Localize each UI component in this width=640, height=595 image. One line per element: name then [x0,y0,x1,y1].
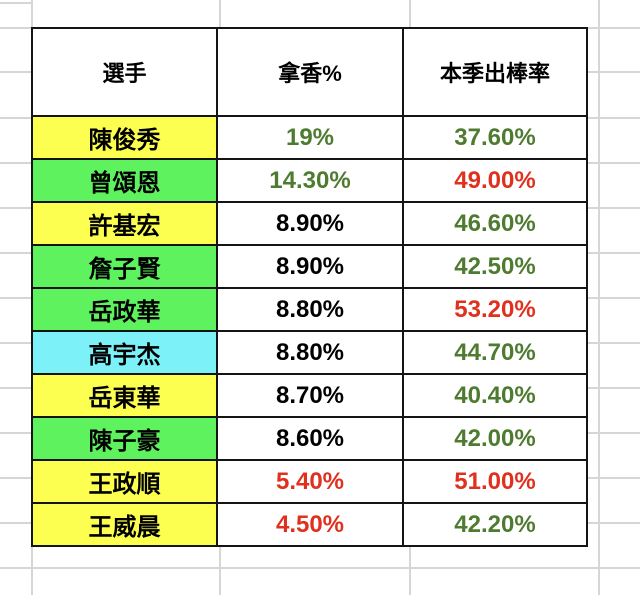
player-cell[interactable]: 王威晨 [31,502,218,547]
incense-value-cell[interactable]: 8.90% [216,244,404,289]
table-row: 曾頌恩 14.30% 49.00% [31,158,588,203]
swing-rate-cell[interactable]: 42.00% [402,416,588,461]
table-row: 王威晨 4.50% 42.20% [31,502,588,547]
player-stats-table: 選手 拿香% 本季出棒率 陳俊秀 19% 37.60% 曾頌恩 14.30% 49.00%… [31,27,588,547]
incense-value-cell[interactable]: 4.50% [216,502,404,547]
player-cell[interactable]: 曾頌恩 [31,158,218,203]
incense-value-cell[interactable]: 19% [216,115,404,160]
table-row: 許基宏 8.90% 46.60% [31,201,588,246]
incense-value-cell[interactable]: 8.80% [216,330,404,375]
player-cell[interactable]: 岳東華 [31,373,218,418]
player-cell[interactable]: 高宇杰 [31,330,218,375]
player-cell[interactable]: 陳子豪 [31,416,218,461]
grid-hline [0,567,640,569]
table-row: 高宇杰 8.80% 44.70% [31,330,588,375]
swing-rate-cell[interactable]: 51.00% [402,459,588,504]
swing-rate-cell[interactable]: 49.00% [402,158,588,203]
swing-rate-cell[interactable]: 40.40% [402,373,588,418]
incense-value-cell[interactable]: 8.70% [216,373,404,418]
player-cell[interactable]: 岳政華 [31,287,218,332]
swing-rate-cell[interactable]: 44.70% [402,330,588,375]
player-cell[interactable]: 陳俊秀 [31,115,218,160]
swing-rate-cell[interactable]: 53.20% [402,287,588,332]
table-row: 陳子豪 8.60% 42.00% [31,416,588,461]
header-cell-player[interactable]: 選手 [31,27,218,117]
header-cell-incense[interactable]: 拿香% [216,27,404,117]
incense-value-cell[interactable]: 5.40% [216,459,404,504]
incense-value-cell[interactable]: 8.80% [216,287,404,332]
incense-value-cell[interactable]: 8.60% [216,416,404,461]
table-row: 岳東華 8.70% 40.40% [31,373,588,418]
table-body: 陳俊秀 19% 37.60% 曾頌恩 14.30% 49.00% 許基宏 8.90% 46.60… [31,115,588,547]
incense-value-cell[interactable]: 14.30% [216,158,404,203]
table-row: 岳政華 8.80% 53.20% [31,287,588,332]
table-row: 詹子賢 8.90% 42.50% [31,244,588,289]
player-cell[interactable]: 王政順 [31,459,218,504]
header-cell-swing[interactable]: 本季出棒率 [402,27,588,117]
incense-value-cell[interactable]: 8.90% [216,201,404,246]
swing-rate-cell[interactable]: 42.50% [402,244,588,289]
grid-hline [0,2,33,4]
header-row: 選手 拿香% 本季出棒率 [31,27,588,117]
table-row: 王政順 5.40% 51.00% [31,459,588,504]
swing-rate-cell[interactable]: 46.60% [402,201,588,246]
swing-rate-cell[interactable]: 37.60% [402,115,588,160]
player-cell[interactable]: 許基宏 [31,201,218,246]
table-row: 陳俊秀 19% 37.60% [31,115,588,160]
player-cell[interactable]: 詹子賢 [31,244,218,289]
swing-rate-cell[interactable]: 42.20% [402,502,588,547]
